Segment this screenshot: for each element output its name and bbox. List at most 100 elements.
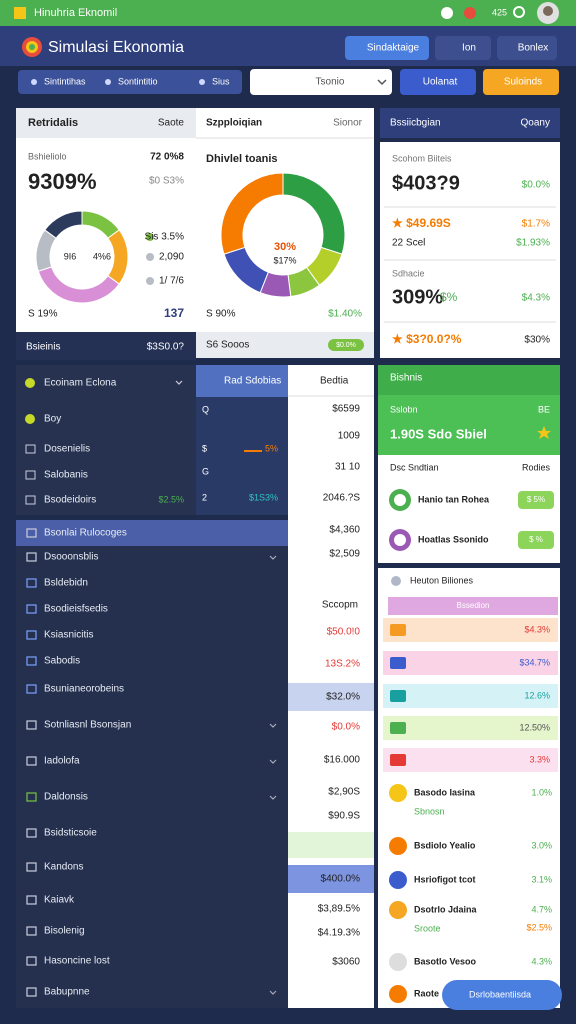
nav-item[interactable]: Bsldebidn	[44, 578, 88, 589]
card-header	[380, 108, 560, 138]
menu-item[interactable]: Bsodeidoirs	[44, 495, 96, 506]
select[interactable]	[250, 69, 392, 95]
card-action[interactable]: Sionor	[333, 118, 363, 129]
header-button[interactable]	[345, 36, 429, 60]
avatar-face	[543, 6, 553, 16]
logo-mark	[14, 7, 26, 19]
badge: 425	[492, 7, 507, 17]
button-label[interactable]: Bonlex	[518, 43, 549, 54]
nav-icon	[26, 528, 37, 538]
badge	[328, 339, 364, 351]
nav-item[interactable]: Bsidsticsoie	[44, 828, 97, 839]
card-action[interactable]: Qoany	[521, 118, 550, 129]
button-label[interactable]: Suloinds	[504, 77, 542, 88]
menu-icon	[25, 444, 36, 454]
tab[interactable]: Sintintihas	[44, 76, 86, 86]
text: Dsc Sndtian	[390, 462, 439, 472]
column-header: Bedtia	[320, 376, 349, 387]
tab-icon	[31, 79, 37, 85]
chevron	[175, 380, 183, 385]
chevron	[269, 990, 277, 995]
card-footer	[16, 332, 196, 360]
legend-entry: 2,090	[159, 252, 184, 263]
button-label[interactable]: Uolanat	[423, 77, 458, 88]
nav-item[interactable]: Bsodieisfsedis	[44, 604, 108, 615]
button-label[interactable]: Ion	[462, 43, 476, 54]
item-icon	[389, 837, 407, 855]
text: 3.0%	[531, 840, 552, 850]
nav-item[interactable]: Bisolenig	[44, 926, 85, 937]
nav-item[interactable]: Kaiavk	[44, 895, 75, 906]
menu-item[interactable]: Ecoinam Eclona	[44, 378, 117, 389]
header-button[interactable]	[497, 36, 557, 60]
fab[interactable]	[442, 980, 562, 1010]
submenu-row[interactable]: 2	[202, 492, 207, 502]
nav-item[interactable]: Bsunianeorobeins	[44, 684, 124, 695]
menu-item[interactable]: Salobanis	[44, 470, 88, 481]
nav-icon	[26, 926, 37, 936]
toolbar-button[interactable]	[400, 69, 476, 95]
card-action[interactable]: Saote	[158, 118, 185, 129]
menu	[16, 365, 196, 515]
submenu-row[interactable]: $	[202, 443, 207, 453]
text: S6 Sooos	[206, 340, 249, 351]
text: 4.3%	[531, 956, 552, 966]
text: $1.40%	[328, 309, 362, 320]
tab[interactable]: Sius	[212, 76, 230, 86]
text: 4.7%	[531, 904, 552, 914]
ledger-cell: 1009	[338, 431, 361, 442]
nav-item[interactable]: Kandons	[44, 862, 83, 873]
button-label[interactable]: Sindaktaige	[367, 43, 420, 54]
ledger-cell: $32.0%	[326, 692, 360, 703]
text: 4%6	[93, 251, 111, 261]
nav-item[interactable]: Sabodis	[44, 656, 80, 667]
search-icon	[513, 6, 525, 18]
text: Hoatlas Ssonido	[418, 534, 489, 544]
ledger-cell: $3060	[332, 957, 360, 968]
text: $3S0.0?	[147, 342, 185, 353]
ledger-cell: 31 10	[335, 462, 360, 473]
nav-icon	[26, 630, 37, 640]
ledger-cell: 13S.2%	[325, 659, 360, 670]
menu-item[interactable]: Boy	[44, 414, 61, 425]
tab[interactable]: Sontintitio	[118, 76, 158, 86]
header-button[interactable]	[435, 36, 491, 60]
text: 9I6	[64, 251, 77, 261]
nav-item[interactable]: Daldonsis	[44, 792, 88, 803]
nav-item[interactable]: Bsonlai Rulocoges	[44, 528, 127, 539]
ledger-cell: $400.0%	[321, 874, 361, 885]
submenu-row[interactable]: Q	[202, 404, 209, 414]
submenu-row[interactable]: G	[202, 466, 209, 476]
item-icon-inner	[394, 534, 406, 546]
select-label[interactable]: Tsonio	[316, 77, 345, 88]
nav-item[interactable]: Ksiasnicitis	[44, 630, 93, 641]
chevron	[269, 555, 277, 560]
text: $ %	[529, 535, 543, 544]
row-highlight	[288, 683, 374, 711]
ledger-cell: $2,509	[329, 549, 360, 560]
nav-item[interactable]: Iadolofa	[44, 756, 80, 767]
summary-body	[378, 395, 560, 455]
ledger-cell: $16.000	[324, 755, 361, 766]
toolbar-button[interactable]	[483, 69, 559, 95]
nav-icon	[26, 604, 37, 614]
menu-item[interactable]: Dosenielis	[44, 444, 90, 455]
nav-icon	[26, 792, 37, 802]
ledger-cell: $6599	[332, 404, 360, 415]
tab-icon	[105, 79, 111, 85]
nav-item[interactable]: Sotnliasnl Bsonsjan	[44, 720, 131, 731]
text[interactable]: Rodies	[522, 462, 551, 472]
nav	[16, 520, 288, 1008]
nav-item[interactable]: Hasoncine lost	[44, 956, 110, 967]
nav-icon	[26, 552, 37, 562]
nav-icon	[26, 828, 37, 838]
nav-item[interactable]: Babupnne	[44, 987, 90, 998]
row-icon	[390, 657, 406, 669]
nav-item[interactable]: Dsooonsblis	[44, 552, 98, 563]
fab-label[interactable]: Dsrlobaentiisda	[469, 989, 531, 999]
submenu-title: Rad Sdobias	[224, 376, 281, 387]
legend-entry: 1/ 7/6	[159, 276, 184, 287]
ledger-cell: $90.9S	[328, 811, 360, 822]
activity-row	[383, 684, 558, 708]
